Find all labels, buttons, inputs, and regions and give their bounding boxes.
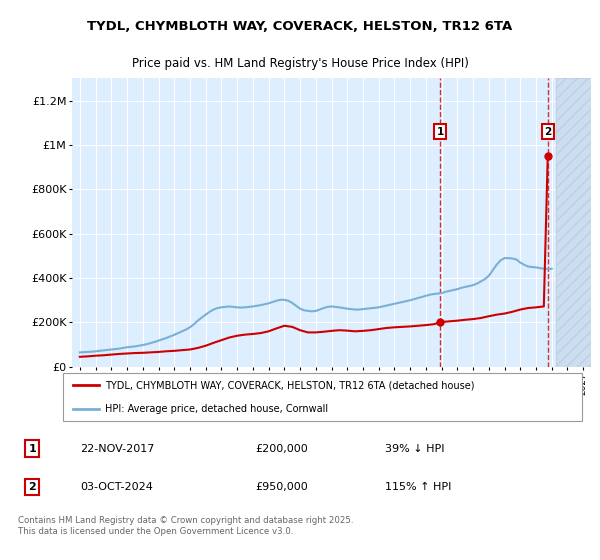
Text: Price paid vs. HM Land Registry's House Price Index (HPI): Price paid vs. HM Land Registry's House … — [131, 57, 469, 69]
Text: TYDL, CHYMBLOTH WAY, COVERACK, HELSTON, TR12 6TA (detached house): TYDL, CHYMBLOTH WAY, COVERACK, HELSTON, … — [104, 380, 474, 390]
Text: 03-OCT-2024: 03-OCT-2024 — [80, 482, 153, 492]
Bar — [556, 78, 591, 367]
Text: £200,000: £200,000 — [255, 444, 308, 454]
Text: 1: 1 — [28, 444, 36, 454]
Text: £950,000: £950,000 — [255, 482, 308, 492]
Text: 115% ↑ HPI: 115% ↑ HPI — [385, 482, 451, 492]
Text: HPI: Average price, detached house, Cornwall: HPI: Average price, detached house, Corn… — [104, 404, 328, 414]
Text: 2: 2 — [28, 482, 36, 492]
Text: 39% ↓ HPI: 39% ↓ HPI — [385, 444, 444, 454]
Text: 1: 1 — [436, 127, 443, 137]
FancyBboxPatch shape — [62, 374, 583, 421]
Text: TYDL, CHYMBLOTH WAY, COVERACK, HELSTON, TR12 6TA: TYDL, CHYMBLOTH WAY, COVERACK, HELSTON, … — [88, 20, 512, 33]
Text: 2: 2 — [544, 127, 551, 137]
Bar — [556, 78, 591, 367]
Text: Contains HM Land Registry data © Crown copyright and database right 2025.
This d: Contains HM Land Registry data © Crown c… — [18, 516, 353, 536]
Text: 22-NOV-2017: 22-NOV-2017 — [80, 444, 154, 454]
